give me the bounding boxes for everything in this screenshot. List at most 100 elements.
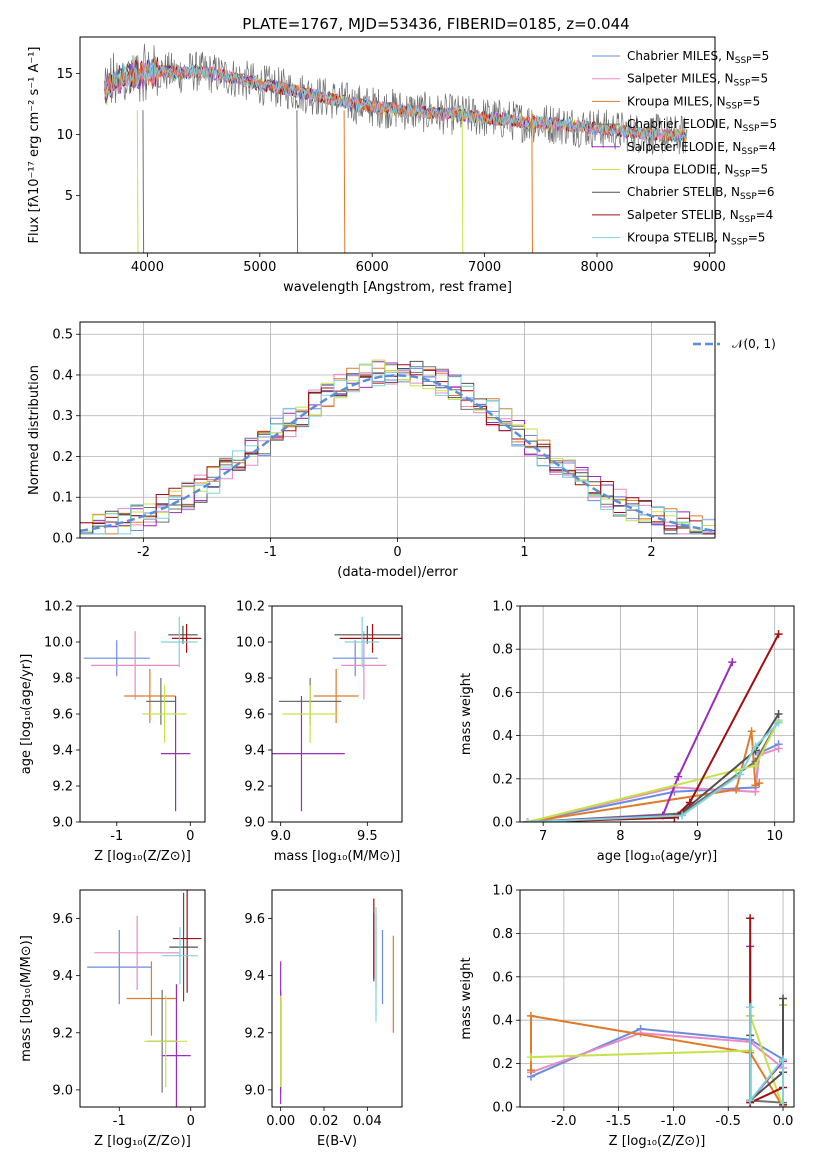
x-tick-label: 0.00 — [266, 1114, 295, 1129]
y-tick-label: 9.0 — [244, 816, 265, 831]
y-tick-label: 0.5 — [52, 328, 73, 343]
weight-marker — [526, 1011, 535, 1020]
y-tick-label: 10.0 — [236, 636, 265, 651]
normal-reference-curve — [80, 374, 715, 533]
weight-marker — [779, 994, 788, 1003]
spectrum-feature — [531, 110, 533, 253]
plot-area — [104, 43, 688, 253]
y-tick-label: 9.4 — [52, 744, 73, 759]
weight-line — [527, 720, 780, 822]
y-tick-label: 9.0 — [52, 816, 73, 831]
x-tick-label: 2 — [647, 545, 655, 560]
y-tick-label: 9.0 — [244, 1083, 265, 1098]
weight-marker — [751, 742, 760, 751]
y-tick-label: 9.2 — [52, 780, 73, 795]
axes-frame — [519, 605, 795, 823]
legend-value: =6 — [757, 185, 775, 199]
legend-value: =5 — [752, 49, 770, 63]
y-tick-label: 0.1 — [52, 491, 73, 506]
spectrum-panel: 4000 5000 6000 7000 8000 9000 5 10 15 wavelength … — [27, 36, 777, 295]
legend-subscript: SSP — [726, 101, 743, 111]
legend-value: =5 — [750, 163, 768, 177]
x-tick-label: 9.0 — [270, 829, 291, 844]
y-tick-label: 9.6 — [244, 708, 265, 723]
y-tick-label: 1.0 — [492, 600, 513, 615]
y-tick-label: 0.8 — [492, 643, 513, 658]
mass-vs-extinction-panel: 0.00 0.02 0.04 9.0 9.2 9.4 9.6 E(B-V) — [244, 889, 403, 1149]
legend-label: Kroupa ELODIE, NSSP=5 — [627, 163, 768, 180]
legend-subscript: SSP — [735, 56, 752, 66]
y-axis-label: age [log₁₀(age/yr)] — [19, 654, 34, 775]
plot-area — [526, 914, 788, 1107]
histogram-step — [80, 363, 715, 535]
y-tick-label: 0.0 — [492, 816, 513, 831]
spectrum-feature — [343, 110, 346, 253]
y-tick-label: 0.2 — [492, 1057, 513, 1072]
legend-value: =5 — [750, 72, 768, 86]
y-tick-label: 9.6 — [52, 912, 73, 927]
y-tick-label: 0.2 — [492, 772, 513, 787]
weight-marker — [685, 798, 694, 807]
residual-histogram-panel: -2 -1 0 1 2 0.0 0.1 0.2 0.3 0.4 0.5 (data-model)/er… — [27, 321, 776, 580]
spectrum-feature — [142, 110, 145, 253]
spectrum-feature — [461, 110, 464, 253]
mass-vs-metallicity-panel: -1 0 9.0 9.2 9.4 9.6 Z [log₁₀(Z/Z⊙)] mass [log₁… — [19, 889, 206, 1149]
axes-frame — [79, 321, 716, 539]
y-tick-label: 0.0 — [492, 1101, 513, 1116]
age-vs-metallicity-panel: -1 0 9.0 9.2 9.4 9.6 9.8 10.0 10.2 Z [log₁₀(Z/Z⊙)… — [19, 600, 206, 864]
x-tick-label: 8000 — [580, 260, 613, 275]
legend-value: =5 — [759, 117, 777, 131]
x-tick-label: 7 — [539, 829, 547, 844]
x-axis-label: (data-model)/error — [337, 565, 458, 580]
x-tick-label: -1.0 — [661, 1114, 686, 1129]
x-tick-label: 7000 — [468, 260, 501, 275]
y-tick-label: 0.3 — [52, 409, 73, 424]
x-axis-label: E(B-V) — [317, 1134, 357, 1149]
weight-marker — [774, 718, 783, 727]
weight-vs-metallicity-panel: -2.0 -1.5 -1.0 -0.5 0.0 0.0 0.2 0.4 0.6 0.8 1.0 Z [… — [459, 884, 795, 1149]
y-tick-label: 9.2 — [244, 780, 265, 795]
y-axis-label: Flux [fλ10⁻¹⁷ erg cm⁻² s⁻¹ A⁻¹] — [27, 47, 42, 244]
axes-frame — [79, 889, 206, 1108]
plot-area — [272, 616, 402, 812]
weight-marker — [774, 710, 783, 718]
x-tick-label: 0.02 — [310, 1114, 339, 1129]
y-tick-label: 5 — [65, 189, 73, 204]
y-tick-label: 9.8 — [52, 672, 73, 687]
x-tick-label: 4000 — [131, 260, 164, 275]
legend-label: Salpeter STELIB, NSSP=4 — [627, 208, 773, 225]
weight-marker — [779, 1055, 788, 1064]
axes-frame — [519, 889, 795, 1108]
weight-marker — [526, 1053, 535, 1062]
spectrum-line-chabrier-elodie — [104, 43, 688, 156]
legend-subscript: SSP — [734, 79, 751, 89]
weight-line — [530, 1032, 784, 1074]
y-tick-label: 10.2 — [236, 600, 265, 615]
histogram-step — [80, 364, 715, 535]
x-tick-label: 0.0 — [773, 1114, 794, 1129]
axes-frame — [79, 36, 716, 254]
x-tick-label: 0 — [393, 545, 401, 560]
weight-marker — [728, 658, 737, 667]
weight-marker — [746, 914, 755, 923]
y-tick-label: 9.6 — [244, 912, 265, 927]
weight-marker — [732, 785, 741, 794]
y-tick-label: 9.4 — [244, 744, 265, 759]
weight-marker — [746, 1096, 755, 1105]
y-tick-label: 9.4 — [244, 969, 265, 984]
legend-subscript: SSP — [734, 170, 751, 180]
axes-frame — [271, 889, 403, 1108]
y-tick-label: 0.8 — [492, 927, 513, 942]
x-tick-label: -0.5 — [716, 1114, 741, 1129]
legend-label: Salpeter MILES, NSSP=5 — [627, 72, 768, 89]
y-tick-label: 10.2 — [44, 600, 73, 615]
y-axis-label: mass weight — [459, 957, 474, 1039]
x-tick-label: 9 — [693, 829, 701, 844]
weight-marker — [674, 772, 683, 781]
weight-marker — [747, 727, 756, 736]
x-axis-label: age [log₁₀(age/yr)] — [597, 849, 718, 864]
y-tick-label: 9.2 — [244, 1026, 265, 1041]
legend-subscript: SSP — [743, 124, 760, 134]
legend-label: Chabrier ELODIE, NSSP=5 — [627, 117, 777, 134]
